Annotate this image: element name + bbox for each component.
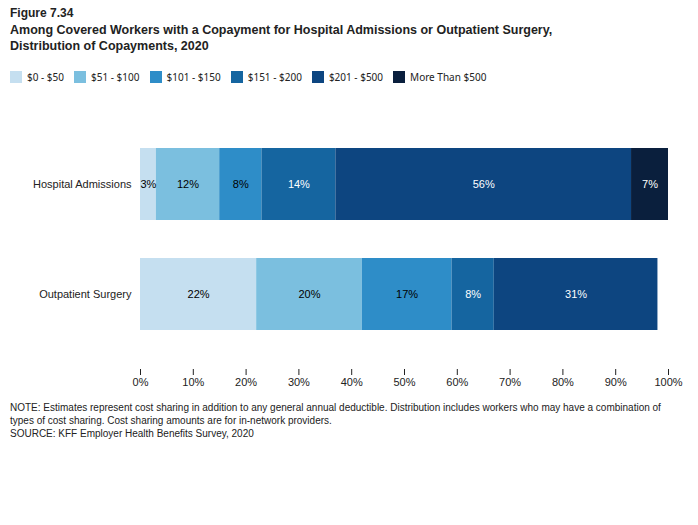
svg-text:14%: 14% <box>288 178 310 190</box>
html-text:NOTE: Estimates represent cost: NOTE: Estimates represent cost sharing i… <box>10 401 661 439</box>
svg-text:40%: 40% <box>341 376 363 388</box>
html-text:Among Covered Workers with a C: Among Covered Workers with a Copayment f… <box>10 23 553 54</box>
html-text:$0 - $50: $0 - $50 <box>27 70 64 84</box>
svg-text:12%: 12% <box>177 178 199 190</box>
svg-text:56%: 56% <box>473 178 495 190</box>
html-text:$201 - $500: $201 - $500 <box>328 70 384 84</box>
svg-text:0%: 0% <box>133 376 149 388</box>
svg-text:3%: 3% <box>140 178 156 190</box>
svg-text:20%: 20% <box>235 376 257 388</box>
html-text:$51 - $100: $51 - $100 <box>91 70 140 84</box>
html-text:More Than $500: More Than $500 <box>410 70 487 84</box>
svg-text:22%: 22% <box>188 288 210 300</box>
html-text:$151 - $200: $151 - $200 <box>247 70 302 84</box>
html-text:Figure 7.34: Figure 7.34 <box>10 6 74 20</box>
svg-text:100%: 100% <box>654 376 682 388</box>
svg-text:Hospital Admissions: Hospital Admissions <box>33 178 132 190</box>
svg-text:8%: 8% <box>465 288 481 300</box>
svg-text:8%: 8% <box>233 178 249 190</box>
svg-text:31%: 31% <box>565 288 587 300</box>
svg-text:17%: 17% <box>396 288 418 300</box>
svg-text:30%: 30% <box>288 376 310 388</box>
svg-text:90%: 90% <box>605 376 627 388</box>
svg-text:Outpatient Surgery: Outpatient Surgery <box>39 288 132 300</box>
svg-text:50%: 50% <box>393 376 415 388</box>
html-text:$101 - $150: $101 - $150 <box>166 70 221 84</box>
svg-text:7%: 7% <box>642 178 658 190</box>
svg-text:10%: 10% <box>182 376 204 388</box>
svg-text:70%: 70% <box>499 376 521 388</box>
svg-text:80%: 80% <box>552 376 574 388</box>
svg-text:60%: 60% <box>446 376 468 388</box>
svg-text:20%: 20% <box>298 288 320 300</box>
